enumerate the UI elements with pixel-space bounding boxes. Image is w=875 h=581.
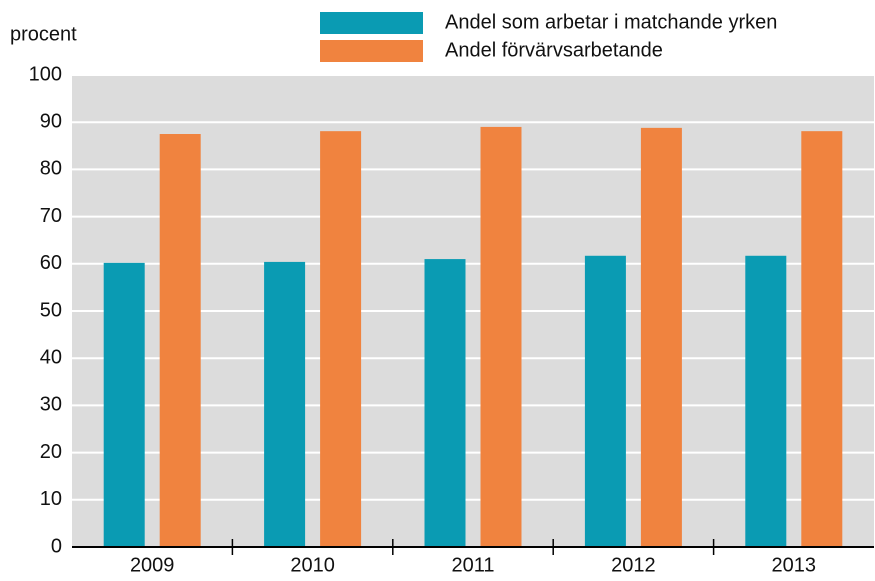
legend-swatch — [320, 12, 423, 34]
y-axis-label: procent — [10, 23, 77, 45]
bar — [264, 261, 306, 547]
bar — [480, 126, 522, 548]
bar — [801, 131, 843, 547]
y-tick-label: 70 — [40, 205, 62, 227]
legend-label: Andel som arbetar i matchande yrken — [445, 11, 777, 33]
bar — [745, 255, 787, 547]
y-tick-label: 90 — [40, 110, 62, 132]
bar — [320, 131, 362, 547]
y-tick-label: 10 — [40, 488, 62, 510]
y-tick-label: 40 — [40, 346, 62, 368]
bar — [159, 134, 201, 547]
bar — [640, 127, 682, 547]
y-tick-label: 20 — [40, 441, 62, 463]
legend-label: Andel förvärvsarbetande — [445, 39, 663, 61]
x-tick-label: 2009 — [130, 554, 175, 576]
y-tick-label: 60 — [40, 252, 62, 274]
legend-swatch — [320, 40, 423, 62]
y-tick-label: 30 — [40, 394, 62, 416]
bar — [103, 262, 145, 547]
y-tick-label: 100 — [29, 63, 62, 85]
x-tick-label: 2010 — [290, 554, 335, 576]
x-tick-label: 2011 — [451, 554, 494, 576]
x-tick-label: 2013 — [772, 554, 817, 576]
x-tick-label: 2012 — [611, 554, 656, 576]
y-tick-label: 80 — [40, 158, 62, 180]
bar — [424, 259, 466, 547]
bar — [584, 255, 626, 547]
y-tick-label: 0 — [51, 535, 62, 557]
y-tick-label: 50 — [40, 299, 62, 321]
